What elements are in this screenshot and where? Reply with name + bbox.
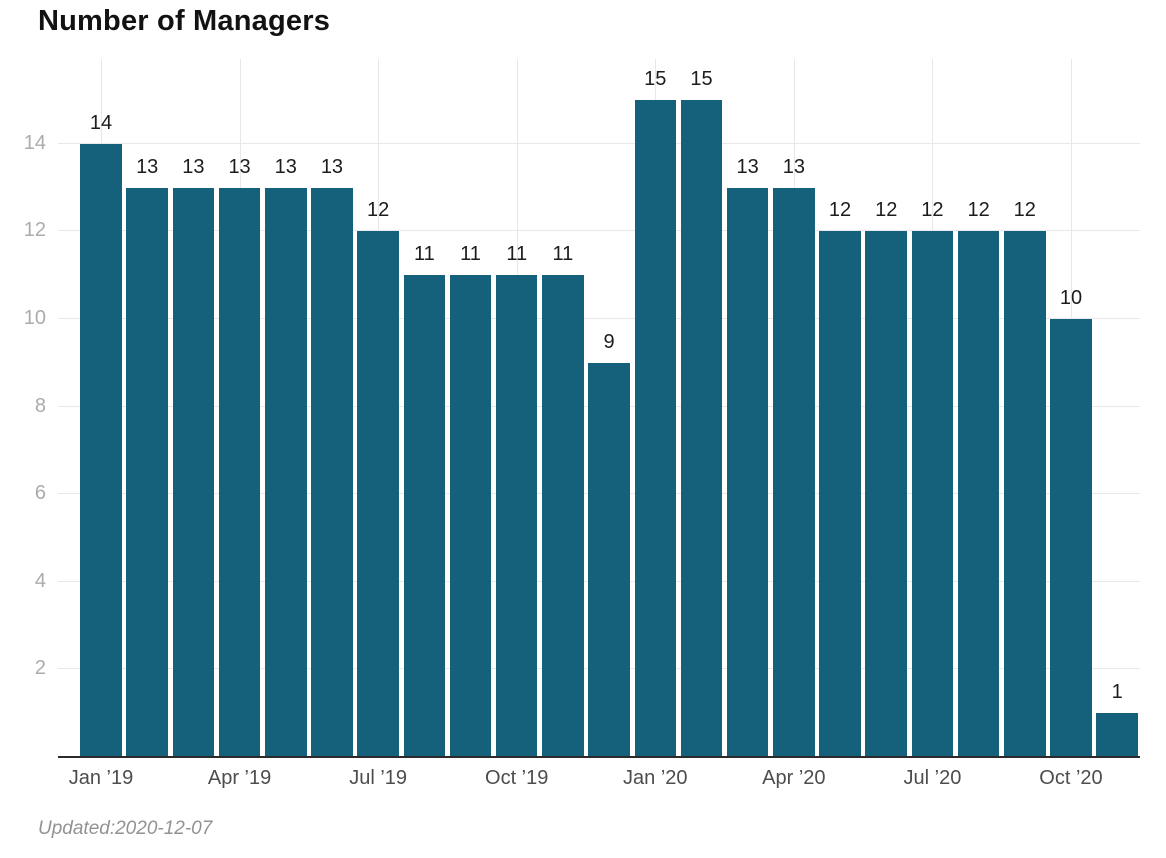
y-axis-tick-label: 10	[23, 307, 46, 329]
x-axis-tick-label: Jan ’19	[68, 767, 134, 789]
y-axis-labels: 2 4 6 8 10 12 14	[0, 59, 46, 757]
bar-value-label: 14	[89, 111, 113, 134]
bar-value-label: 12	[828, 199, 852, 222]
y-axis-tick-label: 6	[34, 482, 46, 505]
bar[interactable]	[495, 275, 538, 757]
bar[interactable]	[588, 362, 630, 757]
bar[interactable]	[311, 187, 353, 757]
y-axis-tick-label: 14	[23, 131, 46, 154]
bar-value-label: 10	[1059, 287, 1083, 309]
y-axis-tick-label: 2	[34, 657, 46, 680]
bar-value-label: 13	[736, 155, 759, 178]
bar-value-label: 12	[875, 199, 898, 222]
bar-value-label: 12	[967, 199, 990, 222]
x-axis-tick-label: Apr ’19	[207, 767, 272, 789]
h-gridline	[58, 318, 1140, 319]
bar-value-label: 11	[506, 243, 528, 266]
bar-value-label: 11	[552, 243, 574, 266]
bar[interactable]	[80, 143, 122, 757]
bar-value-label: 1	[1111, 681, 1123, 704]
bar-value-label: 13	[320, 155, 344, 178]
h-gridline	[58, 230, 1140, 232]
bar-value-label: 13	[274, 155, 297, 178]
x-axis-line	[58, 756, 1140, 758]
x-axis-tick-label: Oct ’19	[485, 767, 549, 789]
bar-value-label: 13	[182, 155, 205, 178]
bar-value-label: 11	[413, 243, 435, 266]
bar-value-label: 11	[460, 243, 481, 266]
bar[interactable]	[865, 231, 907, 757]
bar[interactable]	[634, 100, 677, 757]
bar[interactable]	[726, 187, 769, 757]
x-axis-tick-label: Oct ’20	[1039, 767, 1103, 789]
bar[interactable]	[1096, 713, 1138, 757]
bar[interactable]	[773, 187, 815, 757]
y-axis-tick-label: 4	[34, 569, 46, 592]
bar-value-label: 12	[367, 199, 390, 222]
x-axis-tick-label: Jan ’20	[623, 767, 688, 789]
bar-value-label: 12	[921, 199, 944, 222]
bar-value-label: 13	[782, 155, 805, 178]
x-axis-tick-label: Apr ’20	[762, 767, 826, 789]
y-axis-tick-label: 8	[34, 394, 46, 417]
y-axis-tick-label: 12	[23, 219, 46, 242]
x-axis-tick-label: Jul ’20	[903, 767, 962, 789]
update-note: Updated:2020-12-07	[38, 818, 213, 839]
bar[interactable]	[542, 275, 584, 757]
bar[interactable]	[403, 275, 446, 757]
bar-value-label: 15	[644, 68, 667, 90]
bar[interactable]	[218, 187, 261, 757]
bar[interactable]	[957, 231, 1000, 757]
bar-value-label: 13	[136, 155, 159, 178]
bar[interactable]	[819, 231, 861, 757]
bar-value-label: 13	[228, 155, 251, 178]
bar-value-label: 9	[603, 330, 615, 353]
bar[interactable]	[357, 231, 399, 757]
bar-value-label: 15	[690, 68, 713, 90]
h-gridline	[58, 142, 1140, 144]
x-axis-labels: Jan ’19 Apr ’19 Jul ’19 Oct ’19 Jan ’20 Apr ’…	[58, 766, 1140, 792]
bar[interactable]	[126, 187, 168, 757]
bar[interactable]	[680, 100, 723, 757]
plot-area: 14 13 13 13 13 13 12 11 11 11 11 9 15 15 13 13 12 12 12 12 1…	[58, 59, 1140, 757]
bar[interactable]	[1004, 231, 1046, 757]
bar[interactable]	[1050, 319, 1092, 757]
bar[interactable]	[449, 275, 492, 757]
chart-title: Number of Managers	[38, 5, 331, 37]
bar[interactable]	[265, 187, 307, 757]
bar[interactable]	[911, 231, 954, 757]
x-axis-tick-label: Jul ’19	[349, 767, 408, 789]
bar[interactable]	[172, 187, 215, 757]
bar-value-label: 12	[1013, 199, 1036, 222]
